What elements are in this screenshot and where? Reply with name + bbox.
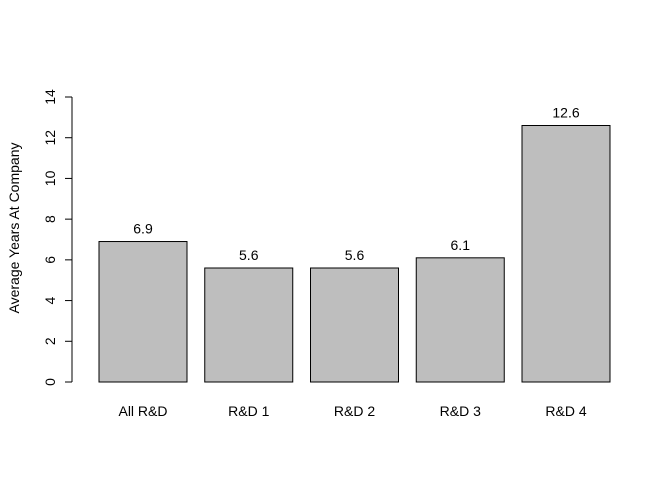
y-axis: 0 2 4 6 8 10 12 14	[42, 89, 73, 386]
bar-value-label: 6.9	[133, 221, 153, 237]
bars	[98, 125, 611, 383]
y-tick-label: 4	[42, 296, 58, 304]
bar	[204, 267, 294, 383]
y-tick-label: 2	[42, 337, 58, 345]
bar-value-label: 12.6	[552, 105, 579, 121]
y-tick-label: 14	[42, 89, 58, 105]
bar	[521, 125, 611, 383]
bar	[310, 267, 399, 383]
x-category-label: All R&D	[118, 403, 167, 419]
bar-value-label: 5.6	[345, 247, 365, 263]
y-tick-label: 6	[42, 256, 58, 264]
bar	[98, 241, 188, 383]
x-category-label: R&D 3	[440, 403, 481, 419]
x-category-label: R&D 4	[545, 403, 586, 419]
y-axis-title: Average Years At Company	[6, 143, 22, 314]
y-tick-label: 12	[42, 130, 58, 146]
x-category-label: R&D 1	[228, 403, 269, 419]
y-tick-label: 10	[42, 170, 58, 186]
bar-value-label: 5.6	[239, 247, 259, 263]
y-tick-label: 0	[42, 378, 58, 386]
data-labels: 6.9 5.6 5.6 6.1 12.6	[133, 105, 580, 264]
bar	[415, 257, 505, 383]
bar-value-label: 6.1	[451, 237, 471, 253]
x-category-labels: All R&D R&D 1 R&D 2 R&D 3 R&D 4	[118, 403, 586, 419]
y-tick-label: 8	[42, 215, 58, 223]
x-category-label: R&D 2	[334, 403, 375, 419]
